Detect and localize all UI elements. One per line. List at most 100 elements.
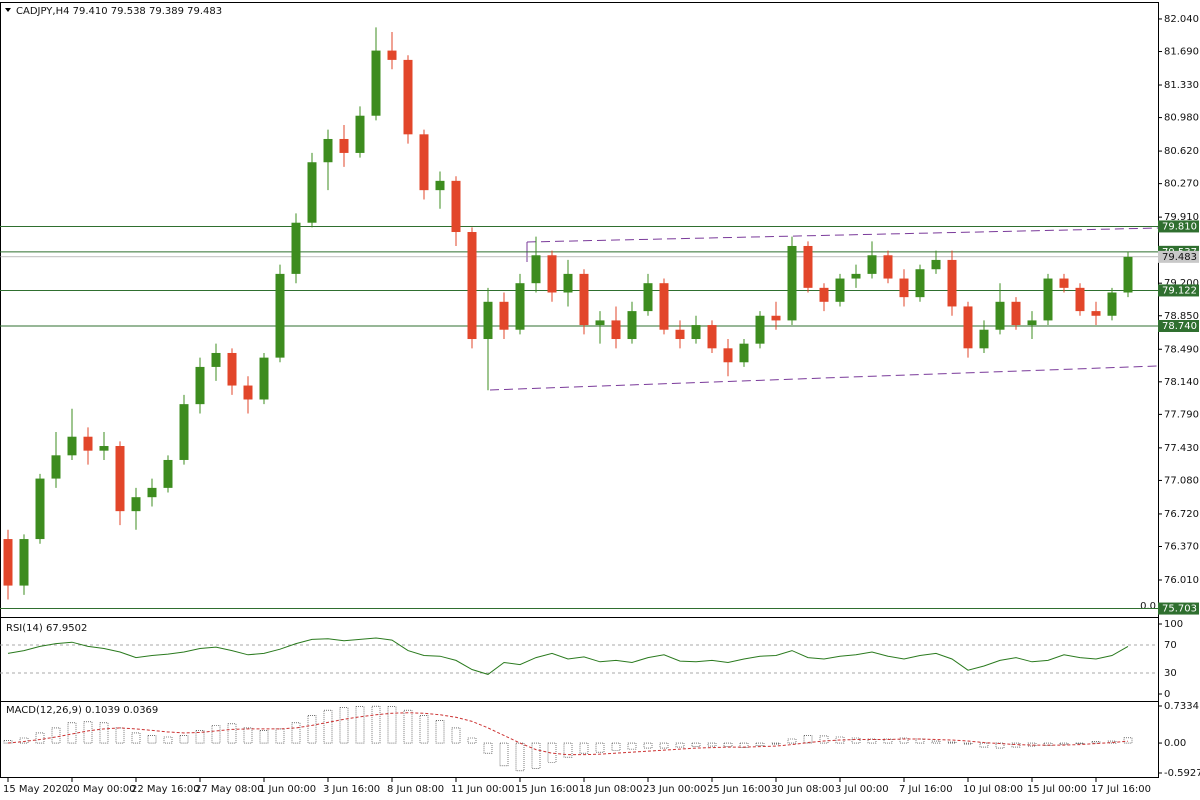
y-tick-label: 77.430 [1164, 443, 1199, 454]
x-tick-label: 30 Jun 08:00 [771, 784, 835, 795]
candle-body [163, 459, 173, 488]
macd-bar [979, 742, 989, 748]
candle-body [67, 436, 77, 456]
macd-bar [1107, 740, 1117, 744]
candle-body [387, 50, 397, 60]
candle-body [131, 497, 141, 512]
candle-body [579, 273, 589, 326]
candle-body [947, 259, 957, 307]
y-tick-label: 70 [1164, 640, 1177, 651]
candle-body [979, 329, 989, 349]
macd-bar [611, 742, 621, 751]
macd-bar [1059, 742, 1069, 745]
y-tick-label: 80.620 [1164, 146, 1199, 157]
macd-bar [115, 727, 125, 744]
candle-body [3, 539, 13, 586]
macd-bar [51, 727, 61, 744]
macd-bar [1043, 742, 1053, 746]
x-tick-label: 15 Jun 16:00 [515, 784, 579, 795]
macd-bar [675, 742, 685, 748]
candle-body [963, 306, 973, 349]
macd-bar [643, 742, 653, 749]
x-tick-label: 20 May 00:00 [67, 784, 136, 795]
macd-bar [99, 722, 109, 744]
macd-bar [419, 714, 429, 744]
level-label: 78.740 [1162, 321, 1197, 332]
candle-body [1123, 256, 1133, 293]
y-tick-label: 76.720 [1164, 509, 1199, 520]
fib-label: 0.0 [1140, 601, 1156, 612]
macd-bar [851, 737, 861, 744]
candle-body [99, 446, 109, 451]
y-tick-label: 77.790 [1164, 409, 1199, 420]
candle-body [1107, 292, 1117, 316]
macd-bar [787, 738, 797, 744]
x-tick-label: 18 Jun 08:00 [579, 784, 643, 795]
candle-body [899, 278, 909, 298]
candle-body [35, 478, 45, 540]
macd-bar [339, 707, 349, 744]
macd-bar [771, 742, 781, 745]
macd-bar [307, 714, 317, 744]
macd-bar [323, 709, 333, 744]
x-tick-label: 3 Jul 00:00 [835, 784, 889, 795]
candle-body [499, 301, 509, 330]
macd-bar [387, 706, 397, 744]
x-tick-label: 17 Jul 16:00 [1091, 784, 1151, 795]
candle-body [291, 222, 301, 274]
macd-bar [371, 705, 381, 744]
macd-bar [275, 728, 285, 744]
frame [0, 2, 1159, 778]
macd-bar [627, 742, 637, 750]
candle-body [563, 273, 573, 293]
current-price-label: 79.483 [1162, 252, 1197, 263]
y-tick-label: 81.690 [1164, 47, 1199, 58]
macd-bar [403, 709, 413, 744]
candle-body [1027, 320, 1037, 326]
candle-body [115, 446, 125, 512]
macd-bar [931, 740, 941, 744]
y-tick-label: 79.200 [1164, 278, 1199, 289]
macd-bar [467, 737, 477, 744]
candle-body [547, 255, 557, 293]
x-tick-label: 22 May 16:00 [131, 784, 200, 795]
candle-body [147, 487, 157, 498]
macd-bar [435, 720, 445, 744]
rsi-title: RSI(14) 67.9502 [6, 623, 87, 634]
x-tick-label: 15 May 2020 [3, 784, 68, 795]
candle-body [611, 320, 621, 340]
candle-body [755, 315, 765, 344]
candle-body [531, 255, 541, 284]
macd-bar [83, 721, 93, 744]
candle-body [1011, 301, 1021, 326]
menu-arrow[interactable] [5, 8, 11, 12]
macd-bar [563, 742, 573, 758]
candle-body [659, 283, 669, 330]
level-label: 75.703 [1162, 604, 1197, 615]
candle-body [403, 59, 413, 135]
macd-bar [243, 727, 253, 744]
y-tick-label: 81.330 [1164, 80, 1199, 91]
y-tick-label: 76.370 [1164, 541, 1199, 552]
candle-body [627, 311, 637, 340]
candle-body [1075, 287, 1085, 312]
candle-body [451, 180, 461, 233]
macd-bar [723, 742, 733, 747]
candle-body [803, 245, 813, 288]
candle-body [227, 352, 237, 386]
candle-body [739, 343, 749, 363]
macd-bar [867, 738, 877, 744]
x-tick-label: 25 Jun 16:00 [707, 784, 771, 795]
y-tick-label: 30 [1164, 668, 1177, 679]
candle-body [723, 348, 733, 363]
macd-bar [195, 730, 205, 744]
x-tick-label: 7 Jul 16:00 [899, 784, 953, 795]
candle-body [435, 180, 445, 191]
macd-bar [1091, 741, 1101, 744]
y-tick-label: 0.7334 [1164, 701, 1199, 712]
macd-bar [355, 706, 365, 744]
level-tag [1158, 284, 1199, 297]
macd-bar [995, 742, 1005, 749]
macd-bar [259, 730, 269, 744]
